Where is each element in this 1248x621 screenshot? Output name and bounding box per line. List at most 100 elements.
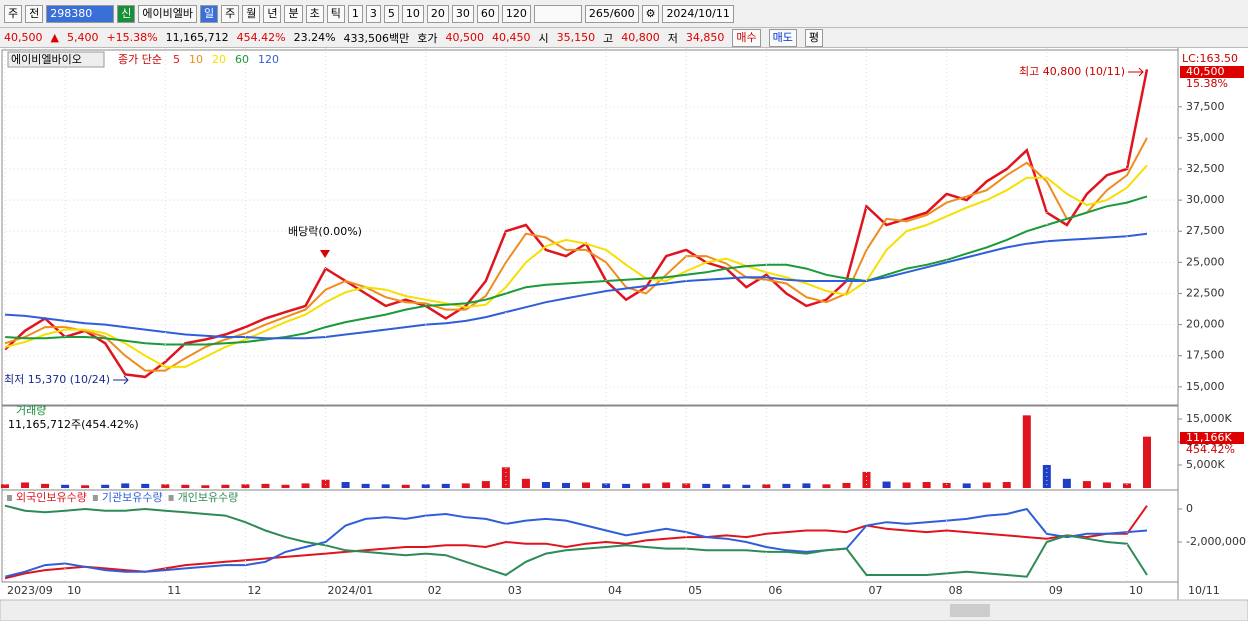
volume-bar <box>41 483 50 488</box>
volume-bar <box>441 483 450 488</box>
volume-bar <box>1002 482 1011 488</box>
interval-button[interactable]: 1 <box>347 4 363 23</box>
volume-bar <box>1062 478 1071 488</box>
volume-bar <box>81 485 90 488</box>
legend-entry: 5 <box>173 53 180 66</box>
y-tick-label: 22,500 <box>1186 286 1225 299</box>
series-line <box>4 137 1148 372</box>
right-label: LC:163.50 <box>1182 52 1238 65</box>
bid: 40,450 <box>492 31 531 44</box>
annotation-arrow <box>320 250 330 258</box>
volume-bar <box>902 482 911 488</box>
new-badge[interactable]: 신 <box>117 4 136 23</box>
panel-frame <box>1 49 1179 406</box>
volume-bar <box>1102 482 1111 488</box>
volume-bar <box>321 479 330 488</box>
volume-bar <box>201 485 210 488</box>
y-tick-label: 37,500 <box>1186 100 1225 113</box>
volume-rate: 454.42% <box>236 31 286 44</box>
scroll-bar[interactable] <box>0 599 1248 621</box>
volume-bar <box>101 484 110 488</box>
y-tick-label: 17,500 <box>1186 349 1225 362</box>
x-tick-label: 09 <box>1049 584 1063 597</box>
date-input[interactable]: 2024/10/11 <box>662 4 734 23</box>
volume-bar <box>61 484 70 488</box>
code-input[interactable]: 298380 <box>46 4 115 23</box>
right-label: 454.42% <box>1186 443 1235 456</box>
volume-bar <box>561 482 570 488</box>
legend-entry: 기관보유수량 <box>102 491 163 504</box>
open-label: 시 <box>538 31 549 45</box>
volume-bar <box>521 478 530 488</box>
volume-bar <box>241 484 250 488</box>
right-label: 40,500 <box>1186 65 1225 78</box>
minute-button[interactable]: 분 <box>284 4 303 23</box>
tool-button[interactable]: ⚙ <box>641 4 660 23</box>
volume-bar <box>341 482 350 488</box>
right-label: 11,166K <box>1186 431 1232 444</box>
x-tick-label: 10 <box>1129 584 1143 597</box>
right-label: 15.38% <box>1186 77 1228 90</box>
volume-bar <box>381 484 390 488</box>
volume-bar <box>682 483 691 488</box>
quote-label: 호가 <box>417 31 438 45</box>
legend-entry: 20 <box>212 53 226 66</box>
legend-swatch <box>168 495 174 501</box>
panel-title: 거래량 <box>16 404 46 417</box>
prev-button[interactable]: 전 <box>25 4 44 23</box>
volume-bar <box>942 482 951 488</box>
volume: 11,165,712 <box>165 31 229 44</box>
avg-button[interactable]: 평 <box>804 28 824 47</box>
y-tick-label: 20,000 <box>1186 318 1225 331</box>
volume-bar <box>882 481 891 488</box>
buy-button[interactable]: 매수 <box>732 28 761 47</box>
legend-entry: 120 <box>258 53 279 66</box>
volume-bar <box>802 483 811 488</box>
interval-button[interactable]: 30 <box>451 4 474 23</box>
volume-bar <box>501 467 510 488</box>
second-button[interactable]: 초 <box>305 4 324 23</box>
period-select[interactable]: 주 <box>4 4 23 23</box>
interval-button[interactable]: 5 <box>383 4 399 23</box>
volume-bar <box>702 483 711 488</box>
panel-subtitle: 11,165,712주(454.42%) <box>8 418 139 431</box>
interval-button[interactable]: 20 <box>426 4 449 23</box>
volume-bar <box>782 483 791 488</box>
legend-entry: 개인보유수량 <box>178 491 239 504</box>
volume-bar <box>722 484 731 488</box>
interval-button[interactable]: 120 <box>501 4 531 23</box>
info-bar: 40,500 ▲ 5,400 +15.38% 11,165,712 454.42… <box>0 28 1248 48</box>
scroll-thumb[interactable] <box>950 604 990 617</box>
month-button[interactable]: 월 <box>242 4 261 23</box>
volume-bar <box>582 482 591 488</box>
x-tick-label: 04 <box>608 584 622 597</box>
interval-button[interactable]: 10 <box>401 4 424 23</box>
week-button[interactable]: 주 <box>221 4 240 23</box>
count-input[interactable]: 265/600 <box>584 4 639 23</box>
sell-button[interactable]: 매도 <box>768 28 797 47</box>
x-tick-label: 2024/01 <box>328 584 374 597</box>
legend-label: 종가 단순 <box>118 53 162 66</box>
day-button[interactable]: 일 <box>199 4 219 23</box>
interval-button[interactable]: 3 <box>365 4 381 23</box>
volume-bar <box>461 483 470 488</box>
series-line <box>4 507 1148 578</box>
volume-bar <box>21 482 30 488</box>
volume-bar <box>982 482 991 488</box>
y-tick-label: 15,000K <box>1186 412 1232 425</box>
tick-button[interactable]: 틱 <box>326 4 345 23</box>
turnover: 23.24% <box>293 31 336 44</box>
amount: 433,506백만 <box>343 31 410 45</box>
year-button[interactable]: 년 <box>263 4 282 23</box>
volume-bar <box>361 483 370 488</box>
volume-bar <box>121 483 130 488</box>
interval-select[interactable] <box>533 4 582 23</box>
x-tick-label: 06 <box>768 584 782 597</box>
volume-bar <box>842 482 851 488</box>
count-max: /600 <box>609 6 635 20</box>
current-price-box <box>1180 66 1244 78</box>
series-line <box>4 195 1148 346</box>
panel-frame <box>1 405 1179 491</box>
interval-button[interactable]: 60 <box>476 4 499 23</box>
